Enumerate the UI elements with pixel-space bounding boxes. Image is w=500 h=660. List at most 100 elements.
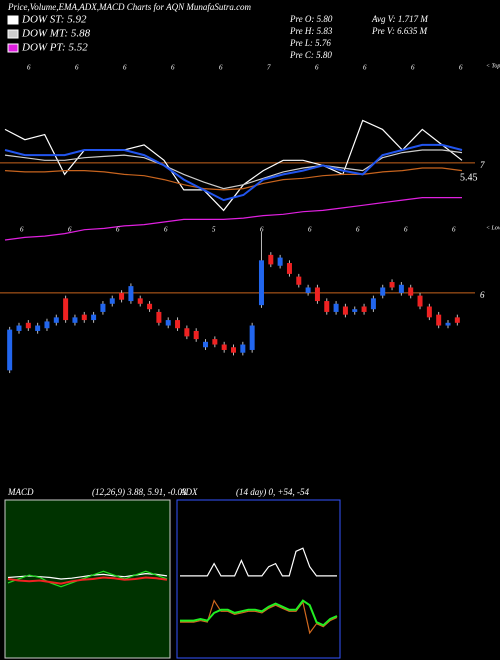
candle-body bbox=[193, 330, 199, 340]
candle-body bbox=[91, 314, 97, 321]
candle-body bbox=[184, 328, 190, 337]
annotation: 5.45 bbox=[460, 172, 478, 183]
series-line bbox=[180, 547, 337, 577]
annotation: Pre L: 5.76 bbox=[289, 38, 331, 48]
legend-label: DOW ST: 5.92 bbox=[21, 14, 87, 26]
top-marker: 6 bbox=[363, 64, 367, 72]
legend-label: DOW MT: 5.88 bbox=[21, 28, 91, 40]
candle-body bbox=[81, 314, 87, 321]
candle-body bbox=[314, 287, 320, 302]
candle-body bbox=[268, 254, 274, 265]
low-marker: 6 bbox=[356, 226, 360, 234]
candle-body bbox=[203, 341, 209, 348]
candle-body bbox=[296, 276, 302, 285]
series-line bbox=[4, 149, 463, 190]
annotation: Pre C: 5.80 bbox=[289, 50, 332, 60]
annotation: < Tops bbox=[486, 63, 500, 69]
chart-title: Price,Volume,EMA,ADX,MACD Charts for AQN… bbox=[7, 2, 252, 12]
y-tick-label: 7 bbox=[480, 160, 485, 170]
candle-body bbox=[324, 301, 330, 312]
legend-swatch bbox=[7, 29, 19, 39]
candle-body bbox=[35, 325, 41, 331]
candle-body bbox=[445, 322, 451, 326]
candle-body bbox=[436, 314, 442, 326]
low-marker: 6 bbox=[20, 226, 24, 234]
candle-body bbox=[175, 320, 181, 329]
candle-body bbox=[426, 306, 432, 318]
candle-body bbox=[212, 339, 218, 345]
legend-swatch bbox=[7, 15, 19, 25]
annotation: Pre O: 5.80 bbox=[289, 14, 333, 24]
adx-params: (14 day) 0, +54, -54 bbox=[236, 487, 310, 497]
candle-body bbox=[417, 295, 423, 307]
series-line bbox=[180, 599, 338, 627]
candle-body bbox=[16, 325, 22, 331]
low-marker: 6 bbox=[68, 226, 72, 234]
annotation: < Lows bbox=[486, 225, 500, 231]
candle-body bbox=[286, 263, 292, 274]
series-line bbox=[7, 576, 168, 585]
candle-body bbox=[277, 257, 283, 266]
candle-body bbox=[44, 321, 50, 329]
macd-params: (12,26,9) 3.88, 5.91, -0.03 bbox=[92, 487, 187, 497]
series-line bbox=[7, 570, 168, 588]
top-marker: 6 bbox=[171, 64, 175, 72]
low-marker: 6 bbox=[116, 226, 120, 234]
low-marker: 5 bbox=[212, 226, 216, 234]
candle-body bbox=[361, 306, 367, 312]
candle-body bbox=[258, 260, 264, 306]
candle-body bbox=[25, 322, 31, 329]
low-marker: 6 bbox=[452, 226, 456, 234]
low-marker: 6 bbox=[164, 226, 168, 234]
annotation: Pre H: 5.83 bbox=[289, 26, 333, 36]
legend-swatch bbox=[7, 43, 19, 53]
candle-body bbox=[454, 317, 460, 323]
candle-body bbox=[100, 303, 106, 312]
series-line bbox=[4, 143, 463, 202]
candle-body bbox=[119, 292, 125, 300]
adx-panel bbox=[176, 499, 341, 659]
candle-body bbox=[380, 287, 386, 296]
top-marker: 6 bbox=[411, 64, 415, 72]
candle-body bbox=[109, 298, 115, 304]
series-line bbox=[180, 599, 338, 635]
candle-body bbox=[53, 317, 59, 323]
low-marker: 6 bbox=[404, 226, 408, 234]
series-line bbox=[4, 167, 463, 191]
candle-body bbox=[165, 320, 171, 326]
low-marker: 6 bbox=[260, 226, 264, 234]
candle-body bbox=[231, 347, 236, 353]
annotation: Avg V: 1.717 M bbox=[371, 14, 428, 24]
top-marker: 7 bbox=[267, 64, 271, 72]
annotation: Pre V: 6.635 M bbox=[371, 26, 428, 36]
series-line bbox=[4, 197, 462, 241]
top-marker: 6 bbox=[123, 64, 127, 72]
candle-body bbox=[137, 298, 143, 304]
candle-body bbox=[370, 298, 376, 310]
candle-body bbox=[408, 287, 414, 296]
candle-body bbox=[398, 284, 404, 293]
top-marker: 6 bbox=[27, 64, 31, 72]
candle-body bbox=[305, 287, 311, 293]
candle-body bbox=[156, 311, 162, 323]
y-tick-label: 6 bbox=[480, 290, 485, 300]
candle-body bbox=[240, 344, 246, 353]
top-marker: 6 bbox=[75, 64, 79, 72]
candle-body bbox=[128, 286, 134, 302]
candle-body bbox=[72, 317, 78, 323]
top-marker: 6 bbox=[219, 64, 223, 72]
candle-body bbox=[333, 303, 339, 312]
macd-title: MACD bbox=[7, 487, 34, 497]
candle-body bbox=[147, 303, 153, 310]
candle-body bbox=[63, 298, 69, 321]
candle-body bbox=[221, 344, 227, 350]
adx-title: ADX bbox=[179, 487, 198, 497]
candle-body bbox=[389, 282, 395, 288]
low-marker: 6 bbox=[308, 226, 312, 234]
candle-body bbox=[7, 329, 13, 371]
candle-body bbox=[342, 306, 348, 315]
top-marker: 6 bbox=[315, 64, 319, 72]
candle-body bbox=[352, 309, 358, 312]
